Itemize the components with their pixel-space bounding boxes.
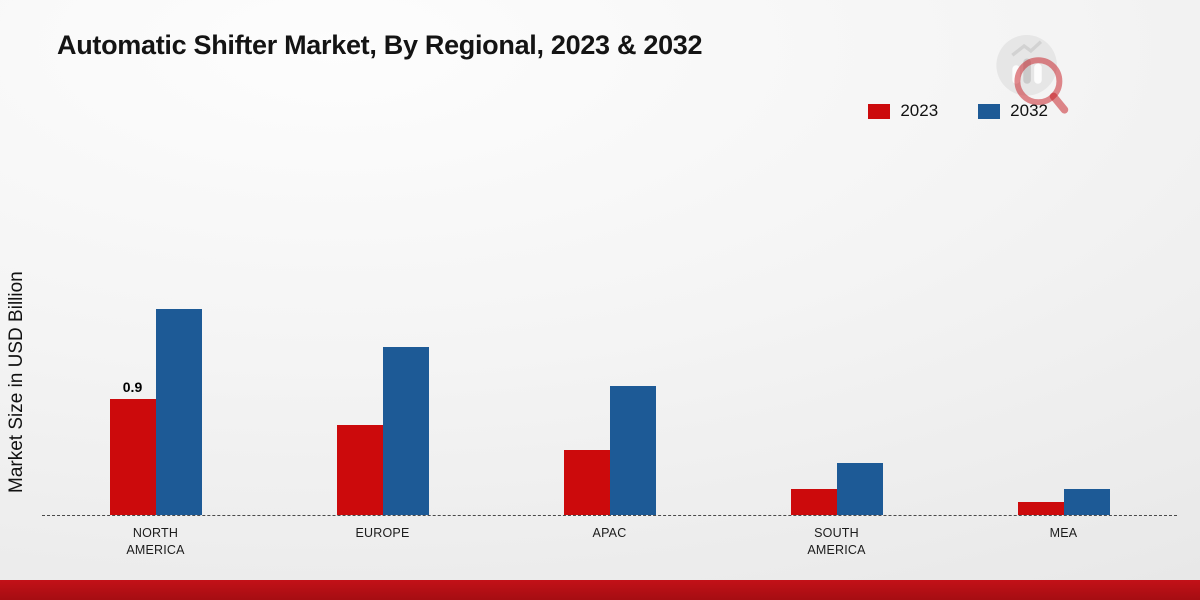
category-label-cell-europe: EUROPE [269,525,496,559]
bar-2023-south-america [790,489,837,515]
legend-item-2023: 2023 [868,101,938,121]
bar-group-north-america: 0.9 [42,160,269,515]
category-label-south-america: SOUTH AMERICA [807,526,866,557]
bar-group-apac [496,160,723,515]
bar-value-label-2023-north-america: 0.9 [122,379,143,395]
bar-pair-north-america: 0.9 [109,309,202,515]
bar-2032-europe [382,347,429,515]
legend-swatch-2023 [868,103,891,119]
bar-2032-north-america [155,309,202,515]
bar-2023-apac [563,450,610,515]
bar-2023-europe [336,425,383,515]
category-label-europe: EUROPE [355,526,410,540]
y-axis-label: Market Size in USD Billion [6,271,27,494]
plot-area: 0.9 NORTH AMERICA EUROPE APAC SOUTH AMERICA… [42,160,1177,559]
bar-pair-mea [1017,489,1110,515]
category-label-cell-apac: APAC [496,525,723,559]
bar-2032-mea [1063,489,1110,515]
category-label-north-america: NORTH AMERICA [126,526,185,557]
category-label-apac: APAC [592,526,627,540]
legend-label-2032: 2032 [1010,101,1048,120]
brand-logo-icon [996,35,1069,114]
legend-label-2023: 2023 [900,101,939,120]
bar-pair-europe [336,347,429,515]
bar-2023-north-america: 0.9 [109,379,156,515]
legend-item-2032: 2032 [978,101,1048,121]
bar-group-europe [269,160,496,515]
footer-stripe [0,580,1200,600]
legend-swatch-2032 [978,103,1001,119]
bar-2023-mea [1017,502,1064,515]
bar-group-south-america [723,160,950,515]
category-axis: NORTH AMERICA EUROPE APAC SOUTH AMERICA MEA [42,516,1177,559]
category-label-cell-north-america: NORTH AMERICA [42,525,269,559]
bar-2032-apac [609,386,656,515]
category-label-mea: MEA [1049,526,1078,540]
category-label-cell-south-america: SOUTH AMERICA [723,525,950,559]
bar-pair-apac [563,386,656,515]
chart-title: Automatic Shifter Market, By Regional, 2… [57,30,703,60]
bar-group-mea [950,160,1177,515]
category-label-cell-mea: MEA [950,525,1177,559]
legend: 2023 2032 [868,101,1048,121]
bar-pair-south-america [790,463,883,515]
bars-area: 0.9 [42,160,1177,516]
bar-2032-south-america [836,463,883,515]
